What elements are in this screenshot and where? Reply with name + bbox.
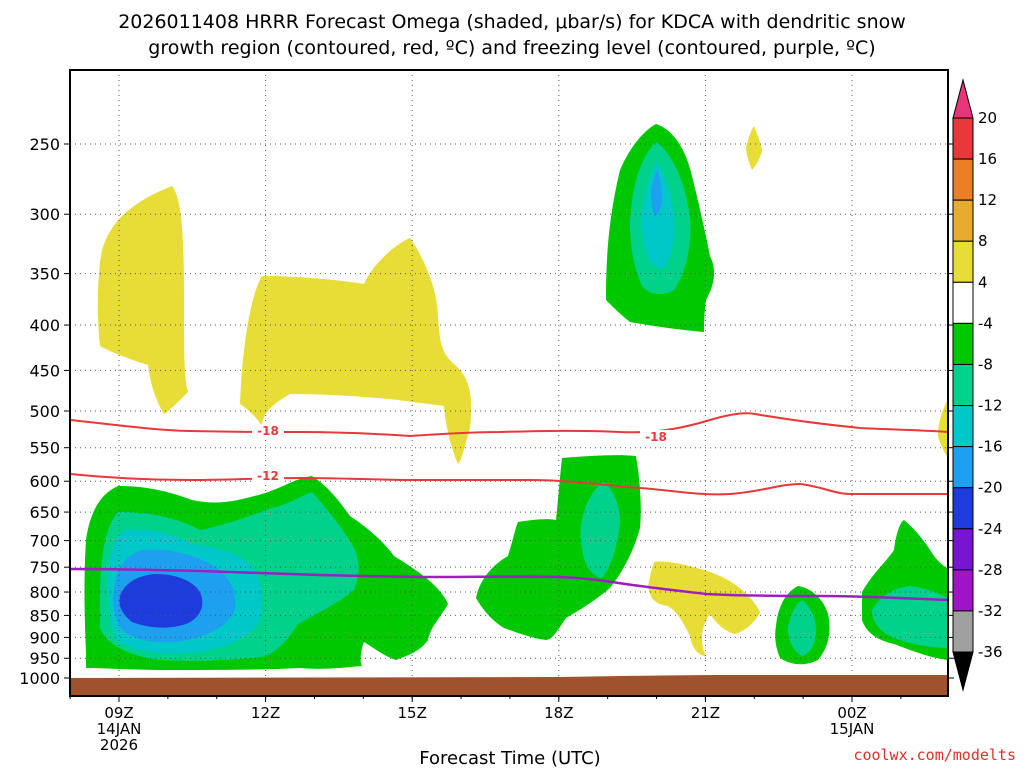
dgz-contour-upper	[69, 412, 949, 438]
colorbar-bin	[952, 487, 974, 530]
colorbar-label: -8	[978, 355, 993, 373]
omega-region-teal-lower-right	[872, 586, 948, 648]
colorbar-label: -32	[978, 602, 1003, 620]
colorbar-bin	[952, 363, 974, 407]
x-tick-label: 18Z	[544, 704, 573, 722]
ground-surface	[70, 675, 948, 696]
colorbar-bin	[952, 405, 974, 448]
colorbar-bin-bottom	[952, 651, 974, 692]
dgz-contour-label-upper-right: -18	[645, 430, 667, 444]
omega-region-teal-lower-small	[788, 600, 816, 656]
y-tick-label: 700	[29, 532, 60, 551]
y-tick-label: 450	[29, 361, 60, 380]
colorbar-label: -36	[978, 643, 1003, 661]
colorbar-bin	[952, 199, 974, 242]
y-tick-label: 400	[29, 316, 60, 335]
y-tick-label: 1000	[19, 669, 60, 688]
omega-region-cyan-upper-right	[641, 162, 675, 269]
omega-region-yellow-upper-left	[97, 186, 188, 414]
y-tick-label: 950	[29, 649, 60, 668]
y-tick-label: 750	[29, 558, 60, 577]
colorbar-bin	[952, 240, 974, 283]
colorbar-bin	[952, 117, 974, 160]
colorbar-label: 8	[978, 232, 988, 250]
colorbar-label: 12	[978, 191, 997, 209]
dgz-contour-lower	[69, 473, 948, 496]
colorbar-label: -24	[978, 520, 1003, 538]
plot-frame	[69, 69, 949, 697]
colorbar-bin	[952, 569, 974, 612]
y-tick-label: 250	[29, 135, 60, 154]
y-tick-label: 800	[29, 583, 60, 602]
y-axis: 250 300 350 400 450 500 550 600 650 700 750 800 850 9…	[19, 135, 954, 688]
freezing-level-contour	[69, 567, 949, 602]
colorbar-label: -12	[978, 397, 1003, 415]
x-tick-label: 2026	[100, 736, 138, 754]
y-tick-label: 550	[29, 439, 60, 458]
contours: -18 -18 -12	[69, 412, 949, 602]
y-tick-label: 300	[29, 205, 60, 224]
y-tick-label: 900	[29, 628, 60, 647]
colorbar-label: -4	[978, 314, 993, 332]
colorbar-bin-top	[952, 78, 974, 119]
x-tick-label: 21Z	[691, 704, 720, 722]
y-tick-label: 350	[29, 265, 60, 284]
omega-region-yellow-lower	[648, 561, 760, 656]
omega-region-yellow-right-edge	[938, 400, 948, 458]
dgz-contour-label-upper-left: -18	[257, 424, 279, 438]
chart-title-line2: growth region (contoured, red, ºC) and f…	[148, 37, 875, 59]
colorbar-label: -20	[978, 479, 1003, 497]
colorbar-label: 4	[978, 273, 988, 291]
omega-region-yellow-small-upper	[746, 126, 762, 170]
omega-shading	[84, 124, 948, 670]
colorbar-bin	[952, 158, 974, 201]
dgz-contour-label-lower: -12	[257, 469, 279, 483]
colorbar-label: -16	[978, 438, 1003, 456]
y-tick-label: 600	[29, 472, 60, 491]
chart-title-line1: 2026011408 HRRR Forecast Omega (shaded, …	[118, 11, 906, 33]
colorbar-label: -28	[978, 561, 1003, 579]
y-tick-label: 850	[29, 606, 60, 625]
y-tick-label: 500	[29, 402, 60, 421]
colorbar-bin	[952, 322, 974, 365]
x-tick-label: 15Z	[398, 704, 427, 722]
x-tick-label: 15JAN	[830, 720, 875, 738]
colorbar-bin	[952, 281, 974, 324]
y-tick-label: 650	[29, 503, 60, 522]
omega-region-teal-lower-center	[580, 482, 620, 578]
x-tick-label: 00Z	[837, 704, 866, 722]
colorbar-label: 16	[978, 150, 997, 168]
colorbar-bin	[952, 528, 974, 571]
omega-region-yellow-upper-center	[240, 238, 472, 464]
x-tick-label: 12Z	[251, 704, 280, 722]
colorbar-label: 20	[978, 109, 997, 127]
x-axis-label: Forecast Time (UTC)	[419, 748, 600, 768]
colorbar-bin	[952, 610, 974, 653]
colorbar: 20 16 12 8 4 -4 -8 -12 -16 -20 -24 -28 -32 -36	[952, 78, 1003, 692]
omega-region-blue-core-lower-left	[119, 574, 203, 628]
x-tick-label: 14JAN	[97, 720, 142, 738]
colorbar-bin	[952, 446, 974, 489]
x-tick-label: 09Z	[104, 704, 133, 722]
omega-region-blue-upper-right	[651, 170, 662, 216]
credit-text: coolwx.com/modelts	[853, 746, 1016, 764]
